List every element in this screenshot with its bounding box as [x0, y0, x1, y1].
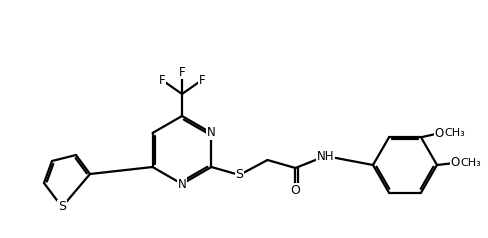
Text: NH: NH: [317, 149, 334, 163]
Text: N: N: [207, 127, 216, 139]
Text: O: O: [450, 157, 460, 169]
Text: S: S: [58, 200, 66, 213]
Text: CH₃: CH₃: [445, 128, 466, 138]
Text: O: O: [290, 183, 301, 197]
Text: CH₃: CH₃: [461, 158, 481, 168]
Text: F: F: [159, 74, 165, 86]
Text: F: F: [199, 74, 205, 86]
Text: N: N: [178, 178, 186, 190]
Text: O: O: [434, 127, 444, 140]
Text: F: F: [179, 65, 185, 79]
Text: S: S: [235, 169, 244, 182]
